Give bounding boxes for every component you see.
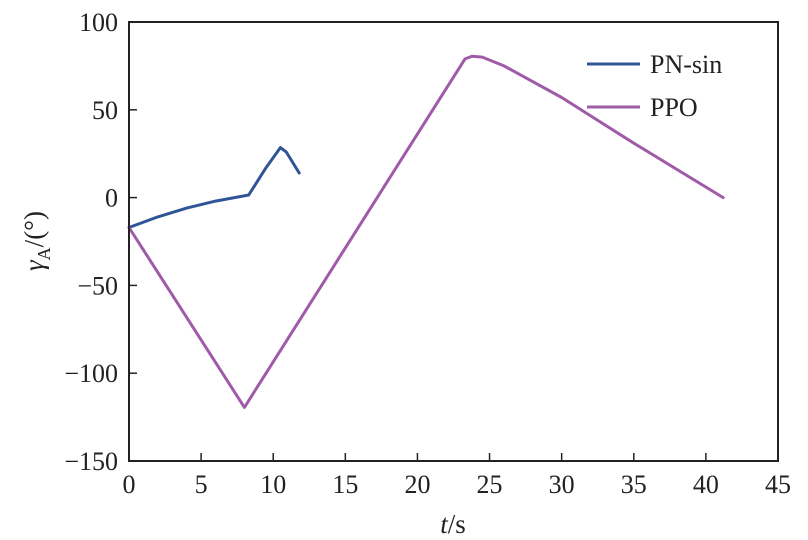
x-tick-label: 0 xyxy=(123,470,136,499)
series-line-pn-sin xyxy=(127,146,301,229)
legend-label-ppo: PPO xyxy=(650,93,698,122)
y-axis-ticks: 100 50 0 −50 −100 −150 xyxy=(64,8,137,476)
y-tick-label: −50 xyxy=(77,271,118,300)
x-axis-title-main: t xyxy=(440,509,449,539)
x-axis-title: t/s xyxy=(440,509,466,539)
y-axis-title: γA/(°) xyxy=(19,211,54,271)
y-tick-label: −100 xyxy=(64,359,118,388)
x-tick-label: 30 xyxy=(549,470,575,499)
x-tick-label: 5 xyxy=(195,470,208,499)
x-tick-label: 20 xyxy=(404,470,430,499)
y-tick-label: 50 xyxy=(92,96,118,125)
x-tick-label: 45 xyxy=(765,470,791,499)
x-tick-label: 15 xyxy=(332,470,358,499)
x-tick-label: 35 xyxy=(621,470,647,499)
legend: PN-sin PPO xyxy=(587,50,722,122)
x-tick-label: 40 xyxy=(693,470,719,499)
y-axis-title-unit: /(°) xyxy=(19,211,49,247)
y-tick-label: 0 xyxy=(105,184,118,213)
legend-label-pn-sin: PN-sin xyxy=(650,50,722,79)
y-axis-title-subscript: A xyxy=(34,247,54,260)
y-tick-label: −150 xyxy=(64,447,118,476)
series-layer xyxy=(127,54,725,409)
series-line-ppo xyxy=(127,54,725,409)
y-axis-title-main: γ xyxy=(19,259,49,271)
x-tick-label: 10 xyxy=(260,470,286,499)
x-axis-ticks: 0 5 10 15 20 25 30 35 40 45 xyxy=(123,453,791,499)
y-tick-label: 100 xyxy=(79,8,118,37)
plot-frame xyxy=(128,21,779,462)
x-tick-label: 25 xyxy=(477,470,503,499)
x-axis-title-unit: /s xyxy=(448,509,466,539)
